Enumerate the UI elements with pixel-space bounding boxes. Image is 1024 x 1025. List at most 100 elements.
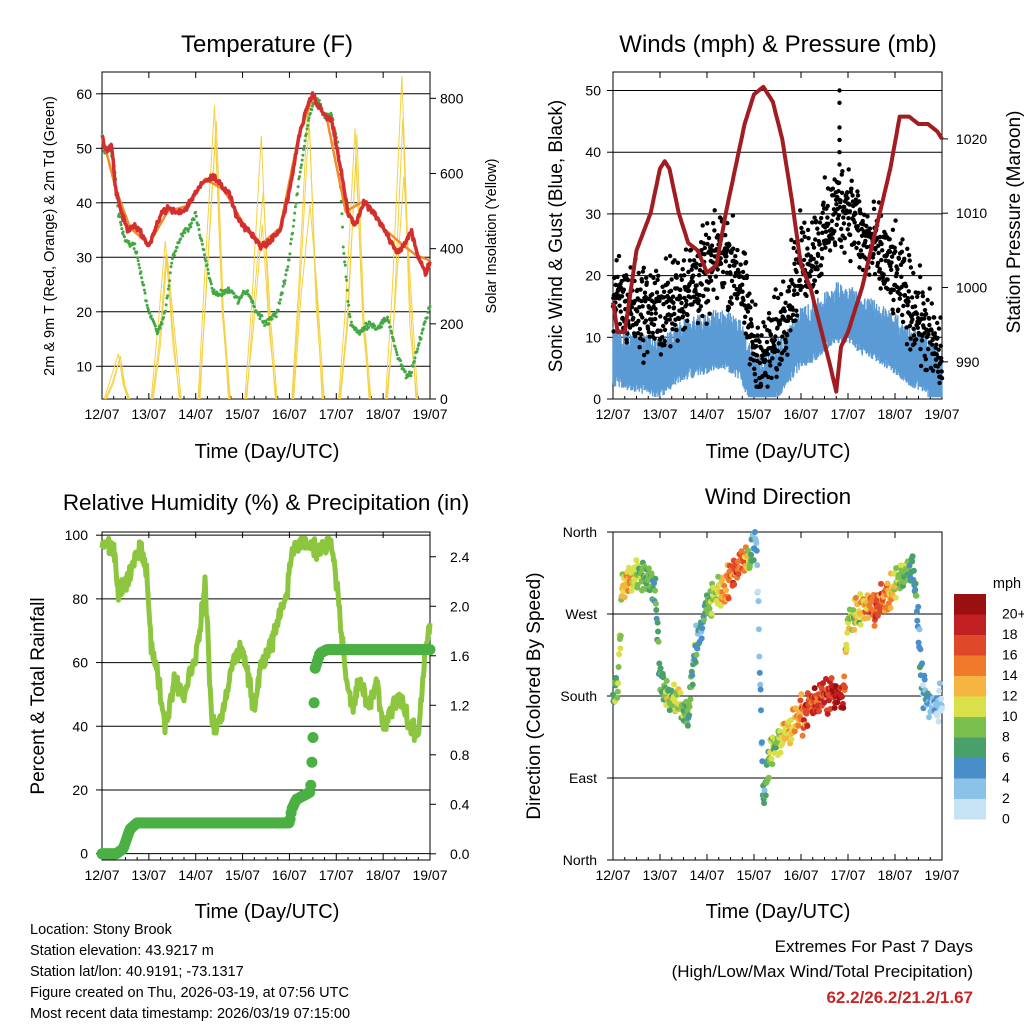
- winds-y-tick-label: 30: [585, 206, 601, 222]
- wind-gust-point: [701, 293, 706, 299]
- wind-gust-point: [842, 204, 847, 210]
- solar-y-tick-label: 0: [440, 391, 448, 407]
- wind-direction-point: [723, 587, 729, 594]
- wind-direction-point: [892, 594, 899, 601]
- dewpoint-point: [194, 210, 198, 214]
- wind-gust-point: [682, 273, 687, 278]
- wind-gust-point: [859, 233, 865, 238]
- wind-gust-point: [891, 287, 896, 293]
- winds-y-tick-label: 50: [585, 83, 601, 99]
- wind-gust-point: [727, 263, 732, 269]
- wind-gust-point: [920, 293, 926, 299]
- wind-gust-point: [704, 321, 709, 326]
- dewpoint-point: [304, 132, 308, 136]
- wind-gust-point: [641, 352, 647, 358]
- wind-gust-point: [777, 321, 783, 327]
- wind-gust-point: [877, 267, 882, 272]
- dewpoint-point: [119, 223, 123, 227]
- dewpoint-point: [135, 250, 139, 254]
- wind-gust-point: [706, 235, 712, 241]
- wind-gust-point: [661, 289, 667, 294]
- wind-gust-point: [857, 199, 862, 204]
- wind-gust-point: [800, 284, 805, 290]
- precip-y-tick-label: 2.4: [450, 549, 470, 565]
- wind-gust-point: [814, 260, 819, 265]
- wind-direction-point: [936, 680, 943, 687]
- wind-direction-point: [753, 540, 760, 546]
- dewpoint-point: [361, 329, 365, 333]
- wind-direction-point: [750, 557, 757, 564]
- wind-direction-point: [652, 575, 659, 582]
- wind-gust-point: [766, 374, 771, 380]
- wind-direction-point: [755, 588, 761, 595]
- wind-gust-point: [923, 311, 929, 317]
- dewpoint-point: [344, 275, 348, 279]
- wind-gust-point: [658, 314, 663, 319]
- humidity-y-tick-label: 80: [72, 591, 88, 607]
- wind-gust-point: [938, 355, 944, 361]
- dewpoint-point: [203, 253, 206, 257]
- wind-gust-point: [840, 169, 845, 174]
- wind-gust-point: [722, 280, 727, 286]
- temperature-ylabel-left: 2m & 9m T (Red, Orange) & 2m Td (Green): [42, 96, 58, 376]
- dewpoint-point: [416, 344, 420, 347]
- wind-gust-point: [846, 222, 852, 227]
- wind-gust-point: [857, 265, 862, 270]
- dewpoint-point: [306, 124, 310, 127]
- wind-gust-point: [817, 241, 822, 247]
- dewpoint-point: [190, 221, 193, 225]
- wind-direction-point: [884, 580, 891, 587]
- wind-gust-point: [641, 338, 646, 343]
- wind-direction-point: [887, 605, 894, 611]
- dewpoint-point: [298, 175, 301, 179]
- wind-gust-point: [837, 150, 842, 155]
- wind-direction-point: [912, 580, 919, 587]
- dewpoint-point: [137, 263, 141, 266]
- wind-gust-point: [863, 238, 868, 244]
- dewpoint-point: [417, 341, 421, 345]
- wind-direction-point: [752, 529, 758, 535]
- wind-gust-point: [738, 262, 743, 267]
- wind-gust-point: [900, 312, 905, 318]
- solar-insolation-line: [246, 191, 278, 400]
- wind-gust-point: [923, 357, 928, 362]
- dewpoint-point: [206, 268, 210, 271]
- wind-direction-point: [757, 681, 764, 688]
- wind-direction-point: [759, 758, 766, 765]
- wind-gust-point: [895, 266, 900, 272]
- dewpoint-point: [427, 307, 431, 311]
- wind-gust-point: [852, 240, 857, 245]
- wind-gust-point: [811, 245, 817, 250]
- temperature-y-tick-label: 40: [76, 195, 92, 211]
- wind-gust-point: [817, 220, 823, 225]
- wind-direction-point: [615, 680, 622, 687]
- wind-gust-point: [892, 245, 897, 250]
- wind-gust-point: [773, 287, 778, 292]
- wind-gust-point: [887, 237, 892, 242]
- wind-gust-point: [768, 332, 774, 338]
- wind-gust-point: [694, 261, 699, 266]
- wind-gust-point: [839, 226, 844, 232]
- dewpoint-point: [251, 301, 255, 305]
- wind-direction-point: [850, 607, 857, 614]
- colorbar-swatch: [954, 696, 986, 717]
- wind-direction-point: [765, 774, 772, 781]
- wind-gust-point: [638, 332, 644, 337]
- dewpoint-point: [148, 311, 152, 315]
- dewpoint-point: [264, 319, 268, 323]
- wind-gust-point: [637, 326, 643, 332]
- wind-gust-point: [839, 190, 845, 195]
- dewpoint-point: [133, 242, 137, 246]
- wind-gust-point: [885, 277, 890, 282]
- wind-gust-point: [799, 225, 804, 231]
- solar-insolation-line: [199, 120, 231, 400]
- wind-direction-point: [909, 553, 916, 560]
- dewpoint-point: [119, 220, 122, 224]
- wind-gust-point: [772, 294, 777, 300]
- wind-gust-point: [713, 274, 719, 279]
- wind-gust-point: [889, 267, 894, 272]
- wind-gust-point: [899, 249, 905, 254]
- winds-ylabel-left: Sonic Wind & Gust (Blue, Black): [546, 100, 567, 372]
- wind-gust-point: [712, 228, 717, 233]
- wind-gust-point: [648, 273, 653, 278]
